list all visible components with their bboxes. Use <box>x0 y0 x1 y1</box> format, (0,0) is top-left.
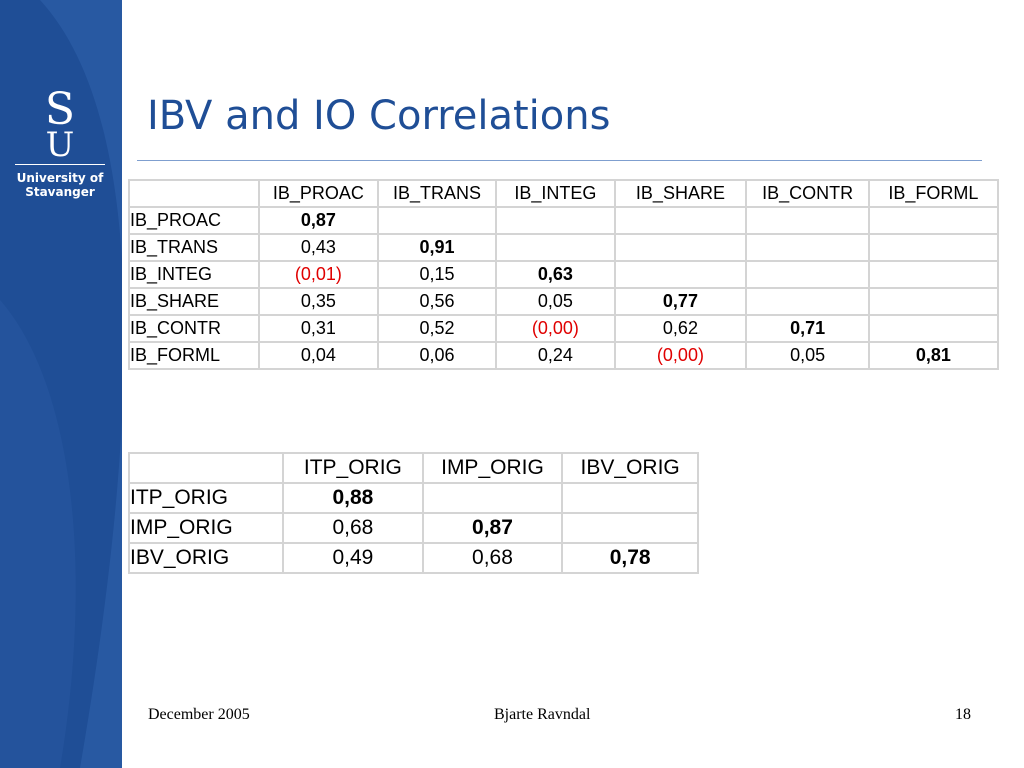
column-header: IB_PROAC <box>258 179 379 208</box>
table-row: IBV_ORIG 0,49 0,68 0,78 <box>127 542 699 574</box>
university-logo: S U University of Stavanger <box>10 84 110 199</box>
table-cell: 0,62 <box>613 314 748 343</box>
table-cell: 0,49 <box>282 542 424 574</box>
footer-date: December 2005 <box>148 706 250 723</box>
table-cell: 0,63 <box>495 260 616 289</box>
table-row: IB_TRANS 0,43 0,91 <box>127 233 1000 262</box>
row-label: IB_CONTR <box>127 314 261 343</box>
table-cell: 0,05 <box>495 287 616 316</box>
logo-text-line1: University of <box>16 171 104 185</box>
table-cell <box>421 482 564 514</box>
table-cell <box>561 512 699 544</box>
column-header: IB_FORML <box>867 179 1000 208</box>
table-cell: 0,05 <box>745 341 870 370</box>
column-header: IMP_ORIG <box>421 452 564 484</box>
university-logo-mark: S U <box>45 84 75 160</box>
table-cell: 0,24 <box>495 341 616 370</box>
table-cell: 0,56 <box>376 287 498 316</box>
table-cell <box>495 206 616 235</box>
correlation-table-ib: IB_PROAC IB_TRANS IB_INTEG IB_SHARE IB_CONTR… <box>127 179 1000 370</box>
table-cell <box>745 233 870 262</box>
corner-cell <box>127 179 261 208</box>
table-cell: 0,31 <box>258 314 379 343</box>
footer-page-number: 18 <box>955 706 971 723</box>
row-label: IMP_ORIG <box>127 512 285 544</box>
table-cell: 0,71 <box>745 314 870 343</box>
column-header: ITP_ORIG <box>282 452 424 484</box>
table-cell <box>745 287 870 316</box>
correlation-table-ib-body: IB_PROAC IB_TRANS IB_INTEG IB_SHARE IB_CONTR… <box>127 179 1000 370</box>
table-cell: 0,91 <box>376 233 498 262</box>
table-cell <box>613 206 748 235</box>
row-label: IB_PROAC <box>127 206 261 235</box>
table-cell: 0,52 <box>376 314 498 343</box>
table-row: IB_CONTR 0,31 0,52 (0,00) 0,62 0,71 <box>127 314 1000 343</box>
table-cell <box>867 287 1000 316</box>
header-row: ITP_ORIG IMP_ORIG IBV_ORIG <box>127 452 699 484</box>
table-cell <box>376 206 498 235</box>
column-header: IB_TRANS <box>376 179 498 208</box>
logo-letter-u: U <box>46 125 75 160</box>
table-row: IB_SHARE 0,35 0,56 0,05 0,77 <box>127 287 1000 316</box>
table-cell <box>745 260 870 289</box>
table-cell <box>613 233 748 262</box>
row-label: IB_SHARE <box>127 287 261 316</box>
row-label: IB_TRANS <box>127 233 261 262</box>
row-label: IB_FORML <box>127 341 261 370</box>
table-cell: 0,88 <box>282 482 424 514</box>
table-cell: 0,81 <box>867 341 1000 370</box>
table-row: ITP_ORIG 0,88 <box>127 482 699 514</box>
header-row: IB_PROAC IB_TRANS IB_INTEG IB_SHARE IB_CONTR… <box>127 179 1000 208</box>
footer-author: Bjarte Ravndal <box>494 706 591 723</box>
table-row: IB_FORML 0,04 0,06 0,24 (0,00) 0,05 0,81 <box>127 341 1000 370</box>
table-cell <box>867 233 1000 262</box>
column-header: IB_CONTR <box>745 179 870 208</box>
title-underline <box>137 160 982 161</box>
table-cell: 0,87 <box>258 206 379 235</box>
table-row: IB_INTEG (0,01) 0,15 0,63 <box>127 260 1000 289</box>
table-cell: 0,77 <box>613 287 748 316</box>
table-cell <box>613 260 748 289</box>
table-cell <box>867 260 1000 289</box>
table-cell: 0,78 <box>561 542 699 574</box>
table-cell <box>867 314 1000 343</box>
table-cell: 0,06 <box>376 341 498 370</box>
logo-divider <box>15 164 105 165</box>
table-cell: (0,01) <box>258 260 379 289</box>
table-cell: 0,68 <box>421 542 564 574</box>
table-cell: 0,43 <box>258 233 379 262</box>
logo-letter-s: S <box>45 84 75 135</box>
table-cell: 0,04 <box>258 341 379 370</box>
correlation-table-orig: ITP_ORIG IMP_ORIG IBV_ORIG ITP_ORIG 0,88 IMP_… <box>127 452 699 574</box>
correlation-table-orig-body: ITP_ORIG IMP_ORIG IBV_ORIG ITP_ORIG 0,88 IMP_… <box>127 452 699 574</box>
table-cell <box>867 206 1000 235</box>
table-cell: 0,68 <box>282 512 424 544</box>
table-row: IMP_ORIG 0,68 0,87 <box>127 512 699 544</box>
column-header: IB_INTEG <box>495 179 616 208</box>
column-header: IBV_ORIG <box>561 452 699 484</box>
table-cell: 0,35 <box>258 287 379 316</box>
row-label: IB_INTEG <box>127 260 261 289</box>
column-header: IB_SHARE <box>613 179 748 208</box>
table-cell: 0,15 <box>376 260 498 289</box>
slide-title: IBV and IO Correlations <box>147 93 611 139</box>
table-cell <box>561 482 699 514</box>
corner-cell <box>127 452 285 484</box>
sidebar-swoosh-decoration <box>0 0 122 768</box>
sidebar-band: S U University of Stavanger <box>0 0 122 768</box>
logo-text-line2: Stavanger <box>25 185 95 199</box>
table-cell <box>495 233 616 262</box>
row-label: IBV_ORIG <box>127 542 285 574</box>
table-row: IB_PROAC 0,87 <box>127 206 1000 235</box>
table-cell: (0,00) <box>495 314 616 343</box>
table-cell: (0,00) <box>613 341 748 370</box>
table-cell <box>745 206 870 235</box>
table-cell: 0,87 <box>421 512 564 544</box>
row-label: ITP_ORIG <box>127 482 285 514</box>
